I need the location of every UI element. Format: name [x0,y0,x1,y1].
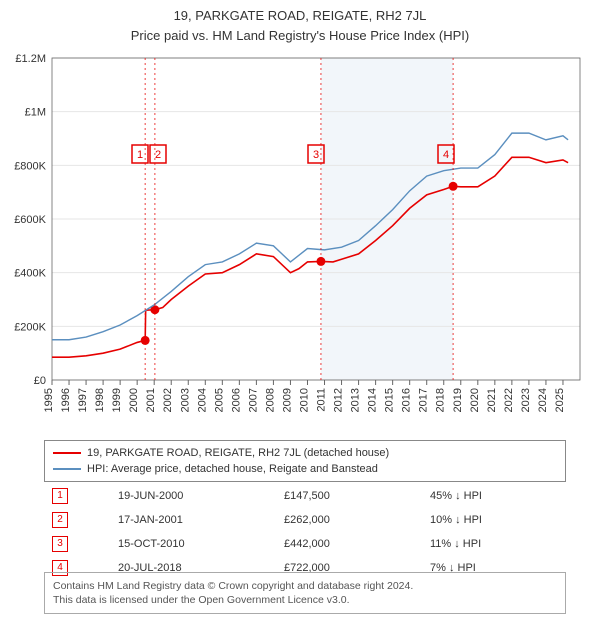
svg-text:2022: 2022 [503,388,515,412]
svg-text:3: 3 [313,149,319,161]
svg-text:2025: 2025 [554,388,566,412]
svg-text:2009: 2009 [281,388,293,412]
svg-text:£600K: £600K [14,214,46,226]
svg-text:2023: 2023 [520,388,532,412]
svg-text:2002: 2002 [162,388,174,412]
transaction-price: £262,000 [276,508,422,532]
transaction-date: 19-JUN-2000 [110,484,276,508]
svg-text:2014: 2014 [367,388,379,412]
svg-text:2000: 2000 [128,388,140,412]
svg-text:2024: 2024 [537,388,549,412]
svg-text:4: 4 [443,149,449,161]
svg-text:1999: 1999 [111,388,123,412]
svg-text:1995: 1995 [43,388,55,412]
chart-title-line1: 19, PARKGATE ROAD, REIGATE, RH2 7JL [0,8,600,23]
svg-text:2020: 2020 [469,388,481,412]
svg-text:2008: 2008 [264,388,276,412]
svg-text:2013: 2013 [350,388,362,412]
svg-text:2017: 2017 [418,388,430,412]
transaction-date: 15-OCT-2010 [110,532,276,556]
svg-text:£400K: £400K [14,268,46,280]
svg-text:2007: 2007 [247,388,259,412]
svg-text:2015: 2015 [384,388,396,412]
svg-text:£1M: £1M [25,107,46,119]
transaction-date: 17-JAN-2001 [110,508,276,532]
svg-text:2021: 2021 [486,388,498,412]
transaction-marker-1: 1 [52,488,68,504]
svg-text:1996: 1996 [60,388,72,412]
price-chart: £0 £200K £400K £600K £800K £1M £1.2M 1995 1996 19… [0,48,600,438]
transaction-pct-vs-hpi: 11% ↓ HPI [422,532,564,556]
svg-text:2010: 2010 [298,388,310,412]
svg-text:2018: 2018 [435,388,447,412]
svg-text:1997: 1997 [77,388,89,412]
transaction-pct-vs-hpi: 45% ↓ HPI [422,484,564,508]
transaction-price: £147,500 [276,484,422,508]
transaction-row: 3 15-OCT-2010£442,00011% ↓ HPI [44,532,564,556]
svg-text:2006: 2006 [230,388,242,412]
footer-line2: This data is licensed under the Open Gov… [53,593,557,607]
svg-text:2011: 2011 [316,388,328,412]
transaction-price: £442,000 [276,532,422,556]
transaction-marker-3: 3 [52,536,68,552]
svg-text:£200K: £200K [14,321,46,333]
legend-label-property: 19, PARKGATE ROAD, REIGATE, RH2 7JL (det… [87,447,389,459]
svg-text:£1.2M: £1.2M [15,53,46,65]
legend-item-hpi: HPI: Average price, detached house, Reig… [53,461,557,477]
legend-label-hpi: HPI: Average price, detached house, Reig… [87,463,378,475]
attribution-footer: Contains HM Land Registry data © Crown c… [44,572,566,614]
legend-item-property: 19, PARKGATE ROAD, REIGATE, RH2 7JL (det… [53,445,557,461]
chart-title-line2: Price paid vs. HM Land Registry's House … [0,28,600,43]
svg-text:£0: £0 [34,375,46,387]
transaction-row: 1 19-JUN-2000£147,50045% ↓ HPI [44,484,564,508]
transactions-table: 1 19-JUN-2000£147,50045% ↓ HPI 2 17-JAN-200… [44,484,564,580]
svg-text:2012: 2012 [333,388,345,412]
svg-text:2016: 2016 [401,388,413,412]
footer-line1: Contains HM Land Registry data © Crown c… [53,579,557,593]
svg-text:£800K: £800K [14,160,46,172]
svg-text:2003: 2003 [179,388,191,412]
svg-text:2019: 2019 [452,388,464,412]
transaction-row: 2 17-JAN-2001£262,00010% ↓ HPI [44,508,564,532]
svg-text:2001: 2001 [145,388,157,412]
svg-text:2: 2 [155,149,161,161]
svg-text:2005: 2005 [213,388,225,412]
transaction-pct-vs-hpi: 10% ↓ HPI [422,508,564,532]
svg-text:1: 1 [137,149,143,161]
svg-text:1998: 1998 [94,388,106,412]
chart-legend: 19, PARKGATE ROAD, REIGATE, RH2 7JL (det… [44,440,566,482]
svg-text:2004: 2004 [196,388,208,412]
transaction-marker-2: 2 [52,512,68,528]
